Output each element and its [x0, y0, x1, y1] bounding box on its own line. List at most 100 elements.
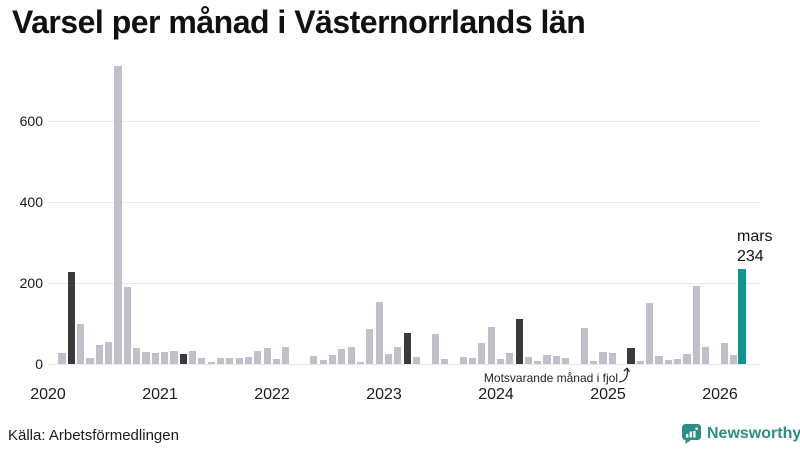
bar-month — [282, 347, 290, 364]
gridline-200 — [48, 283, 760, 284]
bar-month — [496, 359, 504, 364]
bar-month — [133, 347, 141, 364]
bar-month — [328, 355, 337, 364]
bar-month — [646, 303, 654, 364]
bar-slot — [645, 60, 654, 364]
bar-slot — [337, 60, 346, 364]
bar-month — [170, 350, 178, 364]
bar-month — [543, 355, 551, 364]
current-month-value: 234 — [737, 248, 764, 265]
bar-fjol-month — [179, 354, 187, 364]
bar-month — [552, 355, 560, 364]
bar-month — [226, 357, 234, 364]
bar-month — [347, 347, 355, 364]
bar-slot — [430, 60, 439, 364]
bar-slot — [421, 60, 430, 364]
bar-month — [506, 353, 514, 364]
bar-month — [590, 361, 598, 364]
bar-slot — [589, 60, 598, 364]
bar-month — [534, 360, 542, 364]
bar-slot — [244, 60, 253, 364]
bar-slot — [76, 60, 85, 364]
bar-month — [263, 348, 271, 364]
bar-month — [459, 356, 467, 364]
bar-slot — [160, 60, 169, 364]
bar-month — [730, 355, 738, 364]
bar-month — [151, 352, 159, 364]
bar-month — [142, 351, 150, 364]
bar-slot — [477, 60, 486, 364]
y-tick-200: 200 — [19, 275, 43, 291]
bar-fjol-month — [403, 333, 411, 364]
bar-slot — [598, 60, 607, 364]
bar-current-month — [738, 269, 746, 364]
gridline-600 — [48, 121, 760, 122]
x-tick-year: 2021 — [142, 386, 178, 403]
bar-month — [468, 357, 476, 364]
bar-slot — [608, 60, 617, 364]
bar-month — [272, 359, 281, 364]
chart-title: Varsel per månad i Västernorrlands län — [12, 4, 586, 40]
bar-month — [702, 347, 710, 364]
bar-slot — [729, 60, 738, 364]
x-axis-labels: 2020 2021 2022 2023 2024 2025 2026 — [30, 386, 748, 406]
bar-slot — [309, 60, 318, 364]
bar-slot — [384, 60, 393, 364]
bar-month — [198, 357, 206, 364]
bar-month — [114, 66, 122, 364]
bar-slot — [151, 60, 160, 364]
bar-slot — [104, 60, 113, 364]
bar-month — [384, 353, 393, 364]
bar-month — [412, 357, 421, 364]
bar-slot — [179, 60, 188, 364]
bar-slot — [253, 60, 262, 364]
bar-month — [599, 351, 607, 364]
bar-slot — [263, 60, 272, 364]
bar-month — [207, 361, 215, 364]
bar-month — [580, 327, 588, 364]
bar-month — [310, 355, 318, 364]
bar-fjol-month — [67, 272, 75, 364]
bar-series — [48, 60, 748, 364]
y-tick-0: 0 — [35, 356, 43, 372]
bar-slot — [113, 60, 122, 364]
bar-slot — [281, 60, 290, 364]
bar-slot — [197, 60, 206, 364]
bar-slot — [57, 60, 66, 364]
y-tick-400: 400 — [19, 194, 43, 210]
bar-slot — [570, 60, 579, 364]
newsworthy-logo[interactable]: Newsworthy — [681, 423, 800, 444]
x-tick-year: 2023 — [366, 386, 402, 403]
bar-slot — [626, 60, 635, 364]
current-month-callout: mars 234 — [737, 227, 773, 267]
bar-slot — [486, 60, 495, 364]
bar-month — [338, 349, 346, 364]
bar-month — [217, 357, 225, 364]
bar-slot — [561, 60, 570, 364]
bar-month — [105, 341, 113, 364]
bar-slot — [188, 60, 197, 364]
bar-month — [720, 342, 728, 364]
bar-slot — [505, 60, 514, 364]
bar-slot — [542, 60, 551, 364]
bar-month — [244, 356, 253, 364]
bar-slot — [319, 60, 328, 364]
x-tick-year: 2022 — [254, 386, 290, 403]
bar-slot — [617, 60, 626, 364]
bar-slot — [533, 60, 542, 364]
y-tick-600: 600 — [19, 113, 43, 129]
x-tick-year: 2020 — [30, 386, 66, 403]
bar-slot — [440, 60, 449, 364]
bar-slot — [412, 60, 421, 364]
bar-month — [366, 329, 374, 364]
bar-month — [692, 286, 700, 364]
bar-slot — [328, 60, 337, 364]
bar-slot — [347, 60, 356, 364]
bar-slot — [374, 60, 383, 364]
newsworthy-bubble-chart-icon — [682, 424, 701, 444]
bar-month — [562, 358, 570, 364]
bar-slot — [67, 60, 76, 364]
bar-slot — [552, 60, 561, 364]
newsworthy-wordmark: Newsworthy — [707, 424, 800, 442]
bar-slot — [524, 60, 533, 364]
